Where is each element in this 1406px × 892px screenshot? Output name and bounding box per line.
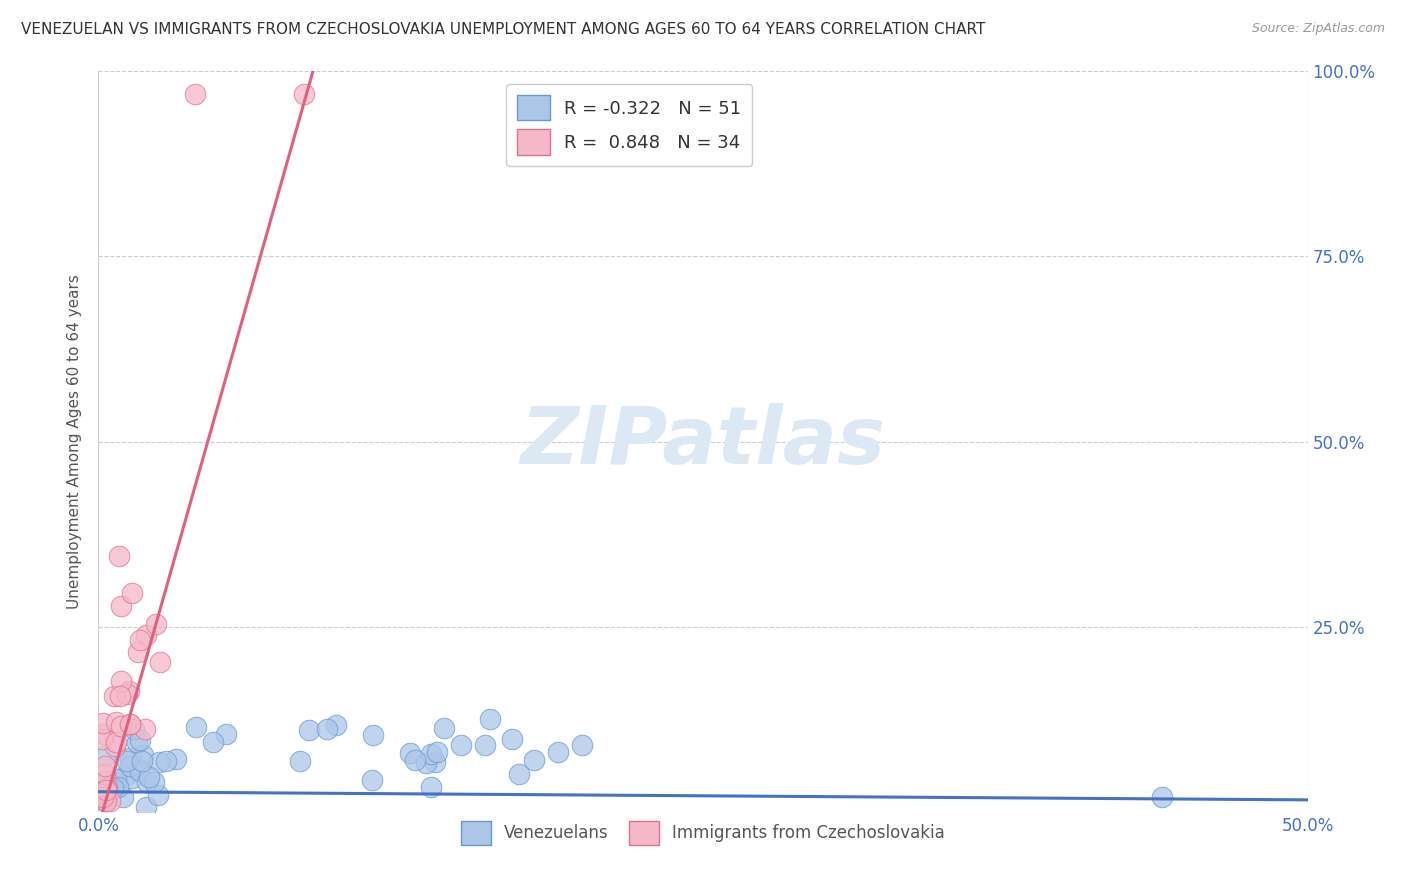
Point — [94, 767, 117, 781]
Point — [215, 727, 238, 741]
Point — [122, 722, 145, 736]
Point — [93, 727, 115, 741]
Point — [115, 755, 138, 769]
Point — [571, 738, 593, 752]
Point — [415, 756, 437, 770]
Point — [118, 684, 141, 698]
Point — [479, 712, 502, 726]
Point — [93, 773, 115, 788]
Point — [121, 586, 143, 600]
Text: Source: ZipAtlas.com: Source: ZipAtlas.com — [1251, 22, 1385, 36]
Point — [474, 738, 496, 752]
Point — [118, 717, 141, 731]
Point — [405, 753, 427, 767]
Point — [419, 780, 441, 795]
Point — [129, 733, 152, 747]
Point — [1152, 789, 1174, 804]
Legend: Venezuelans, Immigrants from Czechoslovakia: Venezuelans, Immigrants from Czechoslova… — [454, 814, 952, 852]
Point — [146, 789, 169, 803]
Point — [148, 755, 170, 769]
Point — [399, 746, 422, 760]
Point — [105, 772, 128, 786]
Point — [155, 755, 177, 769]
Point — [94, 758, 117, 772]
Point — [110, 599, 132, 613]
Point — [501, 732, 523, 747]
Point — [128, 632, 150, 647]
Text: VENEZUELAN VS IMMIGRANTS FROM CZECHOSLOVAKIA UNEMPLOYMENT AMONG AGES 60 TO 64 YE: VENEZUELAN VS IMMIGRANTS FROM CZECHOSLOV… — [21, 22, 986, 37]
Point — [547, 746, 569, 760]
Point — [523, 753, 546, 767]
Point — [202, 735, 225, 749]
Point — [118, 716, 141, 731]
Point — [129, 764, 152, 778]
Point — [288, 754, 311, 768]
Point — [108, 689, 131, 703]
Point — [184, 720, 207, 734]
Point — [134, 722, 156, 736]
Point — [104, 714, 127, 729]
Point — [104, 739, 127, 753]
Point — [117, 687, 139, 701]
Point — [450, 738, 472, 752]
Point — [105, 735, 128, 749]
Point — [94, 780, 117, 795]
Point — [361, 772, 384, 787]
Point — [426, 746, 449, 760]
Point — [96, 780, 118, 794]
Point — [118, 750, 141, 764]
Point — [94, 794, 117, 808]
Point — [298, 723, 321, 737]
Point — [127, 645, 149, 659]
Y-axis label: Unemployment Among Ages 60 to 64 years: Unemployment Among Ages 60 to 64 years — [67, 274, 83, 609]
Point — [103, 780, 125, 795]
Point — [316, 723, 339, 737]
Point — [94, 783, 117, 797]
Point — [132, 748, 155, 763]
Text: ZIPatlas: ZIPatlas — [520, 402, 886, 481]
Point — [138, 771, 160, 785]
Point — [508, 767, 530, 781]
Point — [433, 721, 456, 735]
Point — [145, 617, 167, 632]
Point — [131, 754, 153, 768]
Point — [425, 755, 447, 769]
Point — [118, 759, 141, 773]
Point — [149, 655, 172, 669]
Point — [420, 747, 443, 761]
Point — [361, 728, 384, 742]
Point — [136, 775, 159, 789]
Point — [127, 734, 149, 748]
Point — [121, 771, 143, 785]
Point — [142, 774, 165, 789]
Point — [94, 782, 117, 797]
Point — [94, 749, 117, 764]
Point — [111, 789, 134, 804]
Point — [110, 718, 132, 732]
Point — [135, 799, 157, 814]
Point — [292, 87, 315, 101]
Point — [103, 690, 125, 704]
Point — [325, 718, 347, 732]
Point — [184, 87, 207, 101]
Point — [94, 794, 117, 808]
Point — [108, 549, 131, 564]
Point — [91, 789, 114, 804]
Point — [165, 752, 187, 766]
Point — [107, 780, 129, 795]
Point — [115, 767, 138, 781]
Point — [98, 793, 121, 807]
Point — [91, 716, 114, 731]
Point — [90, 731, 112, 746]
Point — [135, 627, 157, 641]
Point — [110, 673, 132, 688]
